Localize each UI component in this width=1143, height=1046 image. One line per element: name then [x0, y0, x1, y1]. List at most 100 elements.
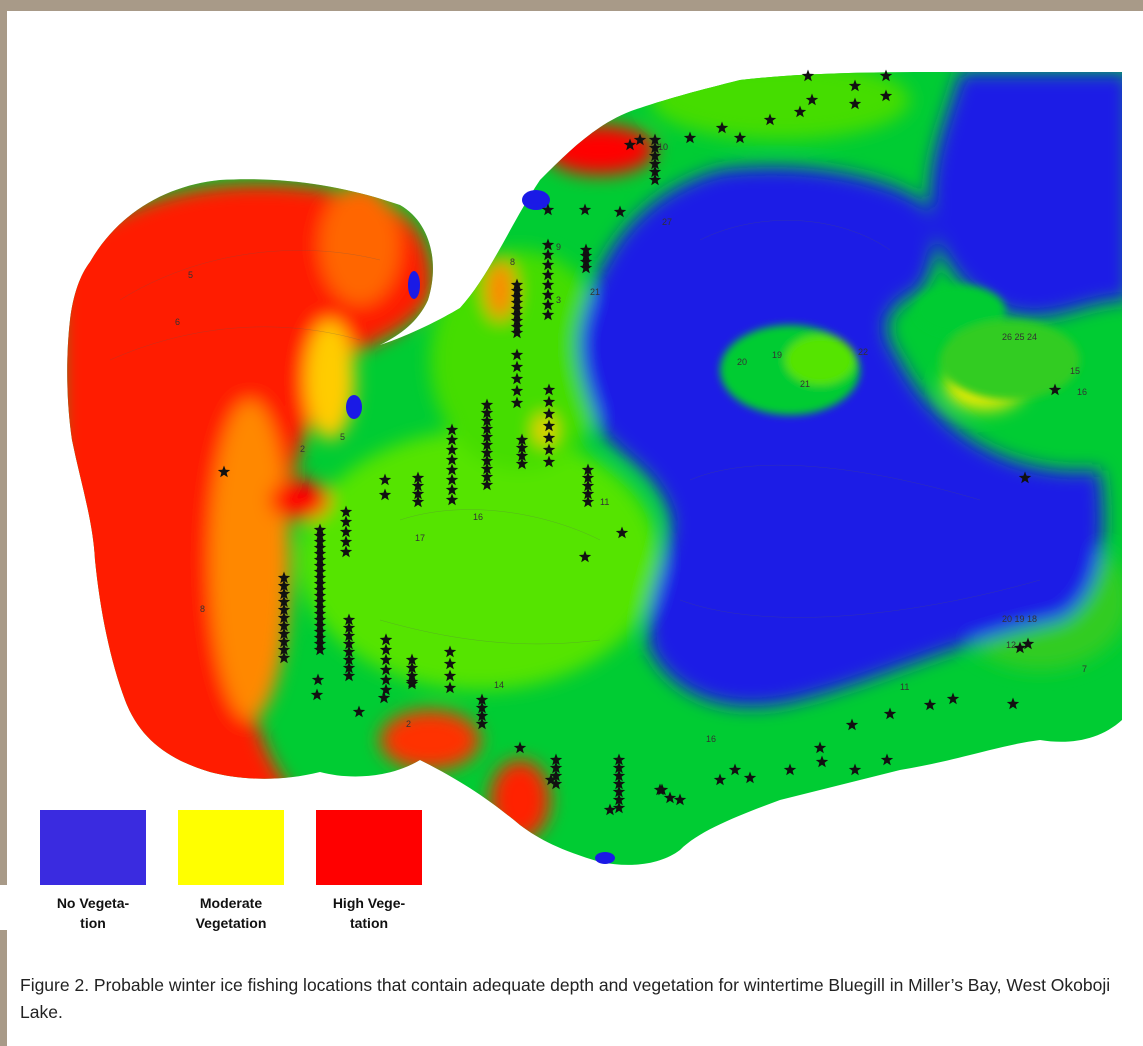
svg-text:26 25 24: 26 25 24	[1002, 332, 1037, 342]
star-marker	[612, 793, 626, 806]
star-marker	[277, 627, 291, 640]
star-marker	[579, 249, 593, 262]
star-marker	[542, 395, 556, 408]
contour-labels: 5 6 2 5 8 9 3 21 27 10 20 19 22 21 15 16…	[175, 142, 1087, 744]
star-marker	[612, 769, 626, 782]
star-marker	[541, 298, 555, 311]
star-marker	[378, 473, 392, 486]
star-marker	[445, 463, 459, 476]
fishing-location-markers	[217, 69, 1062, 816]
star-marker	[549, 761, 563, 774]
star-marker	[445, 423, 459, 436]
star-marker	[743, 771, 757, 784]
star-marker	[813, 741, 827, 754]
star-marker	[1013, 641, 1027, 654]
star-marker	[445, 453, 459, 466]
star-marker	[342, 613, 356, 626]
star-marker	[510, 372, 524, 385]
star-marker	[313, 637, 327, 650]
star-marker	[339, 505, 353, 518]
star-marker	[445, 473, 459, 486]
star-marker	[879, 89, 893, 102]
svg-text:16: 16	[473, 512, 483, 522]
star-marker	[405, 669, 419, 682]
star-marker	[578, 203, 592, 216]
star-marker	[815, 755, 829, 768]
star-marker	[612, 785, 626, 798]
star-marker	[579, 255, 593, 268]
star-marker	[542, 443, 556, 456]
star-marker	[612, 753, 626, 766]
star-marker	[542, 407, 556, 420]
star-marker	[277, 651, 291, 664]
svg-text:21: 21	[800, 379, 810, 389]
star-marker	[801, 69, 815, 82]
star-marker	[313, 595, 327, 608]
star-marker	[673, 793, 687, 806]
star-marker	[578, 550, 592, 563]
star-marker	[510, 296, 524, 309]
legend-label-high-vegetation: High Vege- tation	[332, 895, 406, 931]
star-marker	[480, 430, 494, 443]
svg-text:20: 20	[737, 357, 747, 367]
star-marker	[603, 803, 617, 816]
star-marker	[683, 131, 697, 144]
star-marker	[510, 284, 524, 297]
star-marker	[648, 149, 662, 162]
star-marker	[515, 441, 529, 454]
star-marker	[313, 589, 327, 602]
star-marker	[510, 384, 524, 397]
star-marker	[475, 717, 489, 730]
star-marker	[541, 258, 555, 271]
svg-text:5: 5	[188, 270, 193, 280]
star-marker	[510, 320, 524, 333]
star-marker	[541, 268, 555, 281]
star-marker	[480, 478, 494, 491]
star-marker	[615, 526, 629, 539]
figure-caption: Figure 2. Probable winter ice fishing lo…	[20, 975, 1111, 1022]
svg-text:20 19 18: 20 19 18	[1002, 614, 1037, 624]
star-marker	[480, 438, 494, 451]
star-marker	[510, 278, 524, 291]
star-marker	[480, 406, 494, 419]
star-marker	[445, 493, 459, 506]
star-marker	[313, 625, 327, 638]
svg-text:19: 19	[772, 350, 782, 360]
star-marker	[342, 637, 356, 650]
star-marker	[411, 479, 425, 492]
star-marker	[405, 653, 419, 666]
star-marker	[277, 611, 291, 624]
svg-text:11: 11	[900, 682, 909, 692]
star-marker	[405, 661, 419, 674]
star-marker	[733, 131, 747, 144]
star-marker	[510, 290, 524, 303]
star-marker	[549, 753, 563, 766]
svg-text:8: 8	[200, 604, 205, 614]
star-marker	[1018, 471, 1032, 484]
star-marker	[313, 559, 327, 572]
svg-text:5: 5	[340, 432, 345, 442]
star-marker	[342, 661, 356, 674]
star-marker	[342, 629, 356, 642]
legend-label-moderate-vegetation: Moderate Vegetation	[195, 895, 267, 931]
star-marker	[549, 769, 563, 782]
star-marker	[612, 777, 626, 790]
star-marker	[728, 763, 742, 776]
star-marker	[313, 607, 327, 620]
svg-text:22: 22	[858, 347, 868, 357]
star-marker	[480, 398, 494, 411]
star-marker	[480, 470, 494, 483]
star-marker	[581, 471, 595, 484]
left-border	[0, 0, 7, 1046]
star-marker	[612, 801, 626, 814]
svg-text:14: 14	[494, 680, 504, 690]
star-marker	[648, 165, 662, 178]
star-marker	[541, 203, 555, 216]
star-marker	[613, 205, 627, 218]
star-marker	[581, 487, 595, 500]
star-marker	[313, 643, 327, 656]
svg-text:6: 6	[175, 317, 180, 327]
svg-text:17: 17	[415, 533, 425, 543]
star-marker	[313, 523, 327, 536]
star-marker	[379, 643, 393, 656]
